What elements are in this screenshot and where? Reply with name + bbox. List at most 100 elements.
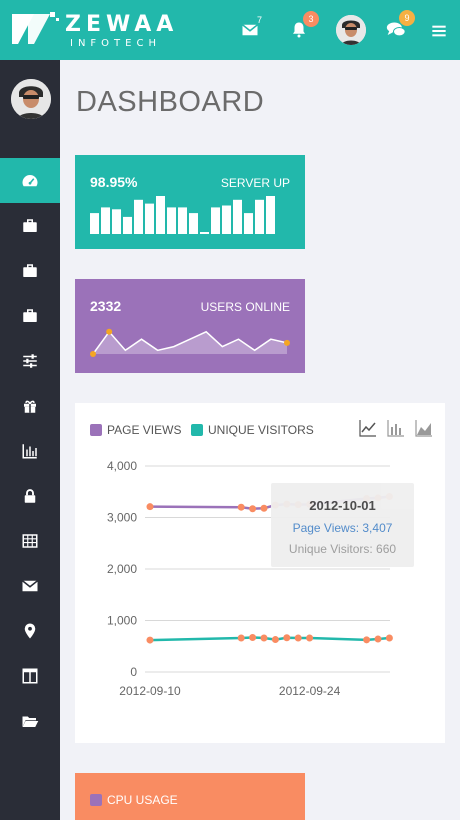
columns-icon xyxy=(22,668,38,683)
comments-icon xyxy=(386,22,406,37)
bar-chart-icon[interactable] xyxy=(387,419,405,437)
server-up-bar xyxy=(134,199,143,234)
notifications-badge: 3 xyxy=(303,11,319,27)
menu-button[interactable] xyxy=(431,18,455,42)
gift-icon xyxy=(24,400,36,413)
legend-unique-visitors[interactable]: UNIQUE VISITORS xyxy=(191,423,314,437)
server-up-bar xyxy=(189,213,198,234)
y-tick-label: 3,000 xyxy=(107,511,137,525)
sidebar-item-mail[interactable] xyxy=(0,563,60,608)
server-up-bar xyxy=(211,207,220,234)
unique-visitors-point[interactable] xyxy=(283,634,291,642)
sidebar-item-settings[interactable] xyxy=(0,338,60,383)
sidebar-item-briefcase-2[interactable] xyxy=(0,248,60,293)
bell-icon xyxy=(293,22,305,38)
server-up-bar xyxy=(200,232,209,234)
unique-visitors-point[interactable] xyxy=(237,634,245,642)
page-title: DASHBOARD xyxy=(76,86,265,118)
brand-logo[interactable]: ZEWAA INFOTECH xyxy=(10,6,173,54)
sidebar-avatar[interactable] xyxy=(11,79,51,119)
users-online-value: 2332 xyxy=(90,298,122,314)
cpu-usage-legend: CPU USAGE xyxy=(90,793,178,807)
sidebar-item-security[interactable] xyxy=(0,473,60,518)
page-views-point[interactable] xyxy=(249,505,257,513)
brand-subtitle: INFOTECH xyxy=(70,38,161,49)
folder-open-icon xyxy=(22,716,39,727)
legend-label-page-views: PAGE VIEWS xyxy=(107,423,182,437)
sidebar-item-briefcase-3[interactable] xyxy=(0,293,60,338)
table-icon xyxy=(22,533,38,548)
legend-page-views[interactable]: PAGE VIEWS xyxy=(90,423,181,437)
unique-visitors-point[interactable] xyxy=(306,634,314,642)
cpu-usage-card: CPU USAGE xyxy=(75,773,305,820)
server-up-bar xyxy=(222,205,231,234)
server-up-bar xyxy=(123,216,132,234)
unique-visitors-line xyxy=(149,636,390,642)
map-marker-icon xyxy=(24,623,36,638)
mail-badge: 7 xyxy=(257,15,263,25)
unique-visitors-point[interactable] xyxy=(385,634,393,642)
sidebar-item-briefcase-1[interactable] xyxy=(0,203,60,248)
users-online-line xyxy=(92,330,288,355)
avatar-image xyxy=(336,15,366,45)
page-views-point[interactable] xyxy=(237,503,245,511)
notifications-button[interactable] xyxy=(290,18,314,42)
users-online-point xyxy=(284,339,290,346)
sidebar-item-tables[interactable] xyxy=(0,518,60,563)
messages-button[interactable] xyxy=(386,18,410,42)
lock-icon xyxy=(24,488,36,503)
sidebar-item-gifts[interactable] xyxy=(0,383,60,428)
sidebar-item-files[interactable] xyxy=(0,698,60,743)
server-up-card: 98.95% SERVER UP xyxy=(75,155,305,249)
server-up-bar xyxy=(90,213,99,234)
legend-swatch-cpu xyxy=(90,794,102,806)
unique-visitors-point[interactable] xyxy=(294,634,302,642)
server-up-bar xyxy=(156,196,165,234)
users-online-label: USERS ONLINE xyxy=(200,300,290,314)
unique-visitors-point[interactable] xyxy=(260,634,268,642)
unique-visitors-point[interactable] xyxy=(271,636,279,644)
line-chart-icon[interactable] xyxy=(359,419,377,437)
unique-visitors-point[interactable] xyxy=(249,633,257,641)
sidebar-item-dashboard[interactable] xyxy=(0,158,60,203)
server-up-label: SERVER UP xyxy=(220,176,290,190)
server-up-value: 98.95% xyxy=(90,174,138,190)
mail-button[interactable] xyxy=(241,18,265,42)
messages-badge: 9 xyxy=(399,10,415,26)
briefcase-icon xyxy=(23,263,37,277)
sliders-icon xyxy=(23,353,37,368)
sidebar-item-reports[interactable] xyxy=(0,428,60,473)
server-up-bar xyxy=(145,203,154,234)
server-up-bar xyxy=(178,207,187,234)
bar-chart-icon xyxy=(22,443,37,458)
server-up-bar xyxy=(101,207,110,234)
legend-swatch-unique-visitors xyxy=(191,424,203,436)
legend-label-unique-visitors: UNIQUE VISITORS xyxy=(208,423,314,437)
tooltip-date: 2012-10-01 xyxy=(309,498,376,513)
envelope-icon xyxy=(242,24,258,36)
users-online-point xyxy=(106,328,113,335)
unique-visitors-point[interactable] xyxy=(374,635,382,643)
traffic-chart-card: PAGE VIEWS UNIQUE VISITORS 4,000 3,000 2,0… xyxy=(75,403,445,743)
server-up-bar xyxy=(112,209,121,234)
menu-icon xyxy=(432,25,446,37)
briefcase-icon xyxy=(23,308,37,322)
sidebar-item-maps[interactable] xyxy=(0,608,60,653)
server-up-bar xyxy=(233,199,242,234)
page-views-point[interactable] xyxy=(146,503,154,511)
server-up-bar xyxy=(167,207,176,234)
y-tick-label: 1,000 xyxy=(107,614,137,628)
unique-visitors-point[interactable] xyxy=(363,636,371,644)
logo-mark-icon xyxy=(12,12,59,44)
sidebar-item-layouts[interactable] xyxy=(0,653,60,698)
user-avatar[interactable] xyxy=(336,15,366,45)
page-views-point[interactable] xyxy=(260,504,268,512)
legend-swatch-page-views xyxy=(90,424,102,436)
area-chart-icon[interactable] xyxy=(415,419,433,437)
users-online-sparkline xyxy=(90,328,290,357)
unique-visitors-point[interactable] xyxy=(146,636,154,644)
brand-name: ZEWAA xyxy=(65,12,179,37)
top-header: ZEWAA INFOTECH 7 3 9 xyxy=(0,0,460,60)
server-up-bar xyxy=(266,196,275,234)
chart-tooltip: 2012-10-01 Page Views: 3,407 Unique Visi… xyxy=(271,483,414,567)
